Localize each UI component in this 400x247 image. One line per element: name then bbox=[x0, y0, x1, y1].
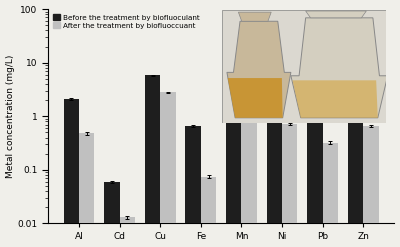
Bar bbox=[242, 41, 257, 247]
Polygon shape bbox=[292, 80, 378, 118]
Bar bbox=[186, 126, 201, 247]
Polygon shape bbox=[238, 12, 271, 21]
Bar bbox=[267, 117, 282, 247]
Polygon shape bbox=[228, 78, 283, 118]
Y-axis label: Metal concentration (mg/L): Metal concentration (mg/L) bbox=[6, 55, 14, 178]
Bar bbox=[348, 89, 363, 247]
Bar bbox=[363, 126, 379, 247]
Bar bbox=[201, 177, 216, 247]
Polygon shape bbox=[227, 21, 291, 118]
Bar bbox=[120, 217, 135, 247]
Bar bbox=[307, 114, 323, 247]
Bar bbox=[79, 133, 94, 247]
Bar bbox=[323, 143, 338, 247]
Polygon shape bbox=[291, 18, 388, 118]
Bar bbox=[104, 182, 120, 247]
Bar bbox=[64, 99, 79, 247]
Bar bbox=[226, 23, 242, 247]
FancyBboxPatch shape bbox=[222, 10, 386, 124]
Bar bbox=[145, 75, 160, 247]
Polygon shape bbox=[306, 11, 366, 18]
Bar bbox=[282, 124, 298, 247]
Bar bbox=[160, 92, 176, 247]
Legend: Before the treatment by biofluoculant, After the treatment by biofluoccuant: Before the treatment by biofluoculant, A… bbox=[52, 13, 201, 30]
